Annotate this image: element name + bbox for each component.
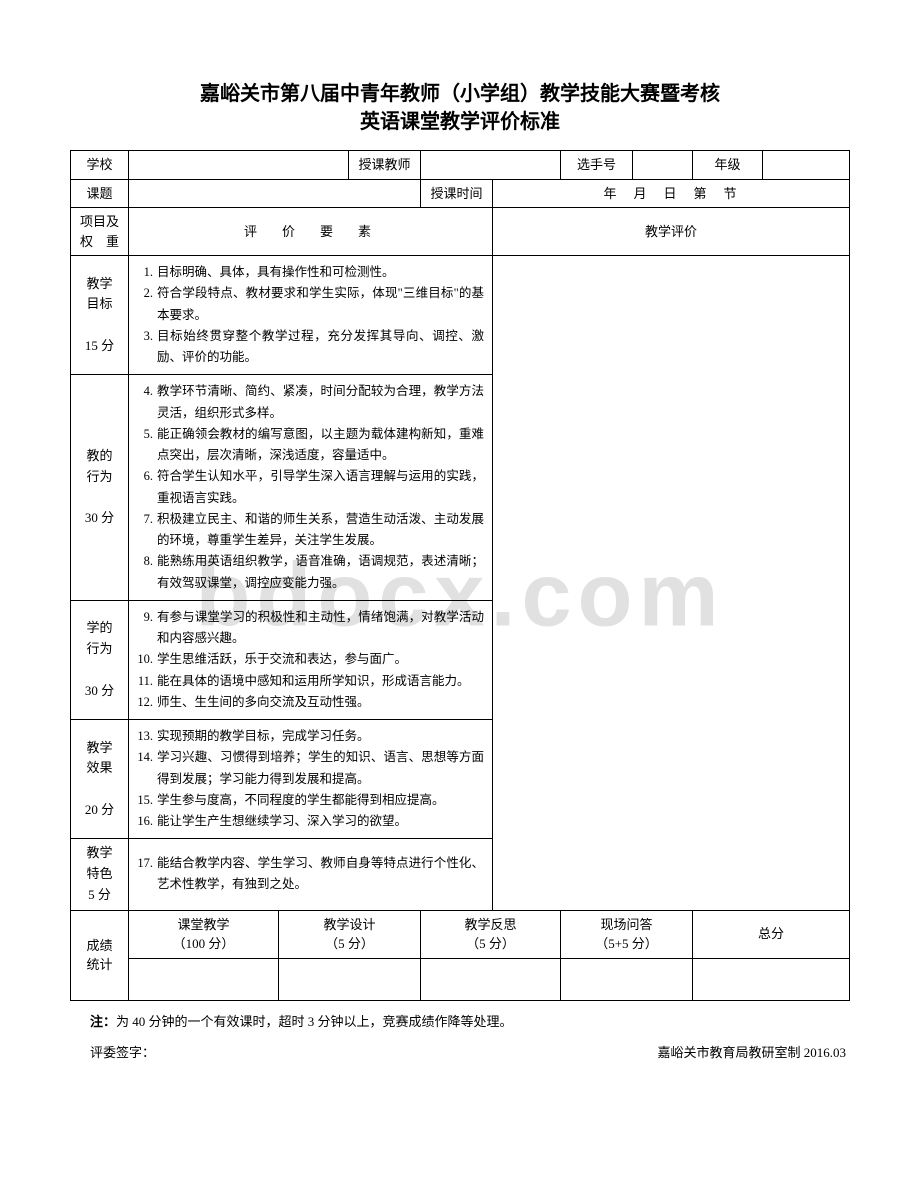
criteria-cell: 4.教学环节清晰、简约、紧凑，时间分配较为合理，教学方法灵活，组织形式多样。5.… <box>129 375 493 601</box>
maker-text: 嘉峪关市教育局教研室制 2016.03 <box>657 1042 846 1061</box>
section-row: 教学 目标 15 分1.目标明确、具体，具有操作性和可检测性。2.符合学段特点、… <box>71 256 850 375</box>
score-col-total: 总分 <box>693 910 850 958</box>
criteria-text: 能熟练用英语组织教学，语音准确，语调规范，表述清晰；有效驾驭课堂，调控应变能力强… <box>157 551 484 594</box>
criteria-text: 能让学生产生想继续学习、深入学习的欲望。 <box>157 811 484 832</box>
section-name: 教的 行为 30 分 <box>71 375 129 601</box>
criteria-number: 14. <box>133 747 157 790</box>
criteria-number: 12. <box>133 692 157 713</box>
note-label: 注： <box>90 1014 116 1029</box>
score-header-row: 成绩 统计课堂教学 （100 分）教学设计 （5 分）教学反思 （5 分）现场问… <box>71 910 850 958</box>
evaluation-table: 学校 授课教师 选手号 年级 课题 授课时间 年 月 日 第 节 项目及 权 重… <box>70 150 850 1001</box>
score-col-reflection: 教学反思 （5 分） <box>421 910 561 958</box>
column-header-row: 项目及 权 重 评 价 要 素 教学评价 <box>71 208 850 256</box>
section-name: 学的 行为 30 分 <box>71 600 129 719</box>
criteria-text: 能结合教学内容、学生学习、教师自身等特点进行个性化、艺术性教学，有独到之处。 <box>157 853 484 896</box>
criteria-number: 8. <box>133 551 157 594</box>
criteria-text: 目标始终贯穿整个教学过程，充分发挥其导向、调控、激励、评价的功能。 <box>157 326 484 369</box>
criteria-number: 15. <box>133 790 157 811</box>
criteria-text: 目标明确、具体，具有操作性和可检测性。 <box>157 262 484 283</box>
topic-label: 课题 <box>71 179 129 208</box>
title-line-1: 嘉峪关市第八届中青年教师（小学组）教学技能大赛暨考核 <box>70 80 850 108</box>
score-col-qa: 现场问答 （5+5 分） <box>561 910 693 958</box>
criteria-number: 1. <box>133 262 157 283</box>
col-evaluation: 教学评价 <box>493 208 850 256</box>
info-row-1: 学校 授课教师 选手号 年级 <box>71 151 850 180</box>
criteria-number: 11. <box>133 671 157 692</box>
score-col-design: 教学设计 （5 分） <box>279 910 421 958</box>
criteria-cell: 17.能结合教学内容、学生学习、教师自身等特点进行个性化、艺术性教学，有独到之处… <box>129 839 493 910</box>
teacher-label: 授课教师 <box>349 151 421 180</box>
teacher-value <box>421 151 561 180</box>
info-row-2: 课题 授课时间 年 月 日 第 节 <box>71 179 850 208</box>
footer-row: 评委签字： 嘉峪关市教育局教研室制 2016.03 <box>70 1042 850 1061</box>
criteria-number: 16. <box>133 811 157 832</box>
criteria-text: 符合学生认知水平，引导学生深入语言理解与运用的实践，重视语言实践。 <box>157 466 484 509</box>
criteria-text: 教学环节清晰、简约、紧凑，时间分配较为合理，教学方法灵活，组织形式多样。 <box>157 381 484 424</box>
criteria-number: 9. <box>133 607 157 650</box>
criteria-number: 7. <box>133 509 157 552</box>
document-title: 嘉峪关市第八届中青年教师（小学组）教学技能大赛暨考核 英语课堂教学评价标准 <box>70 80 850 136</box>
evaluation-cell <box>493 256 850 911</box>
criteria-cell: 1.目标明确、具体，具有操作性和可检测性。2.符合学段特点、教材要求和学生实际，… <box>129 256 493 375</box>
score-value-row <box>71 958 850 1000</box>
col-item-weight: 项目及 权 重 <box>71 208 129 256</box>
criteria-number: 2. <box>133 283 157 326</box>
footer-note: 注：为 40 分钟的一个有效课时，超时 3 分钟以上，竞赛成绩作降等处理。 <box>70 1011 850 1030</box>
score-value-cell <box>421 958 561 1000</box>
criteria-text: 能正确领会教材的编写意图，以主题为载体建构新知，重难点突出，层次清晰，深浅适度，… <box>157 424 484 467</box>
criteria-number: 17. <box>133 853 157 896</box>
criteria-cell: 9.有参与课堂学习的积极性和主动性，情绪饱满，对教学活动和内容感兴趣。10.学生… <box>129 600 493 719</box>
school-value <box>129 151 349 180</box>
criteria-text: 有参与课堂学习的积极性和主动性，情绪饱满，对教学活动和内容感兴趣。 <box>157 607 484 650</box>
section-name: 教学 目标 15 分 <box>71 256 129 375</box>
contestant-value <box>633 151 693 180</box>
document-content: 嘉峪关市第八届中青年教师（小学组）教学技能大赛暨考核 英语课堂教学评价标准 学校… <box>70 80 850 1061</box>
time-value: 年 月 日 第 节 <box>493 179 850 208</box>
grade-value <box>763 151 850 180</box>
criteria-text: 能在具体的语境中感知和运用所学知识，形成语言能力。 <box>157 671 484 692</box>
grade-label: 年级 <box>693 151 763 180</box>
score-col-classroom: 课堂教学 （100 分） <box>129 910 279 958</box>
sign-label: 评委签字： <box>90 1042 155 1061</box>
topic-value <box>129 179 421 208</box>
criteria-text: 学习兴趣、习惯得到培养；学生的知识、语言、思想等方面得到发展；学习能力得到发展和… <box>157 747 484 790</box>
section-name: 教学 特色 5 分 <box>71 839 129 910</box>
criteria-text: 积极建立民主、和谐的师生关系，营造生动活泼、主动发展的环境，尊重学生差异，关注学… <box>157 509 484 552</box>
criteria-cell: 13.实现预期的教学目标，完成学习任务。14.学习兴趣、习惯得到培养；学生的知识… <box>129 720 493 839</box>
score-value-cell <box>129 958 279 1000</box>
score-value-cell <box>561 958 693 1000</box>
criteria-number: 3. <box>133 326 157 369</box>
title-line-2: 英语课堂教学评价标准 <box>70 108 850 136</box>
criteria-text: 学生参与度高，不同程度的学生都能得到相应提高。 <box>157 790 484 811</box>
score-value-cell <box>693 958 850 1000</box>
score-row-label: 成绩 统计 <box>71 910 129 1000</box>
time-label: 授课时间 <box>421 179 493 208</box>
criteria-text: 实现预期的教学目标，完成学习任务。 <box>157 726 484 747</box>
criteria-number: 4. <box>133 381 157 424</box>
contestant-label: 选手号 <box>561 151 633 180</box>
criteria-text: 师生、生生间的多向交流及互动性强。 <box>157 692 484 713</box>
score-value-cell <box>279 958 421 1000</box>
criteria-number: 6. <box>133 466 157 509</box>
criteria-text: 学生思维活跃，乐于交流和表达，参与面广。 <box>157 649 484 670</box>
criteria-number: 5. <box>133 424 157 467</box>
school-label: 学校 <box>71 151 129 180</box>
criteria-number: 10. <box>133 649 157 670</box>
criteria-number: 13. <box>133 726 157 747</box>
note-text: 为 40 分钟的一个有效课时，超时 3 分钟以上，竞赛成绩作降等处理。 <box>116 1014 513 1029</box>
col-criteria: 评 价 要 素 <box>129 208 493 256</box>
section-name: 教学 效果 20 分 <box>71 720 129 839</box>
criteria-text: 符合学段特点、教材要求和学生实际，体现"三维目标"的基本要求。 <box>157 283 484 326</box>
